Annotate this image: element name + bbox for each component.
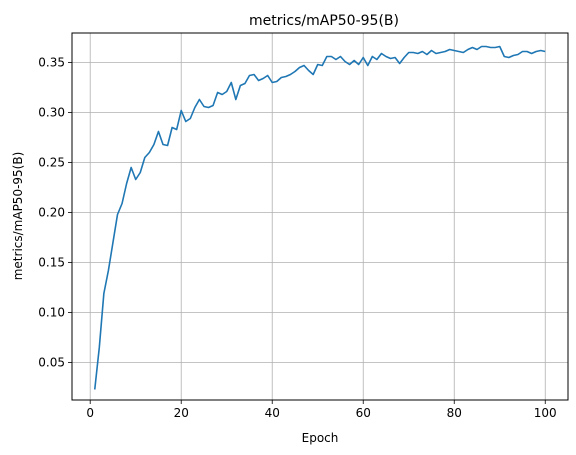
y-axis-label: metrics/mAP50-95(B) xyxy=(11,152,25,281)
x-tick-label: 40 xyxy=(265,406,280,420)
series-line-0 xyxy=(93,45,546,390)
x-tick-label: 60 xyxy=(356,406,371,420)
axis-ticks: 0 20 40 60 80 100 0.05 0.10 0.15 0.20 0.25 0.30 0.35 xyxy=(38,56,556,421)
y-tick-label: 0.10 xyxy=(38,306,65,320)
gridlines xyxy=(72,33,568,400)
data-series xyxy=(93,45,546,390)
x-tick-label: 20 xyxy=(174,406,189,420)
y-tick-label: 0.05 xyxy=(38,356,65,370)
y-tick-label: 0.20 xyxy=(38,206,65,220)
y-tick-label: 0.15 xyxy=(38,256,65,270)
plot-frame xyxy=(71,32,569,401)
x-tick-label: 0 xyxy=(86,406,94,420)
x-tick-label: 80 xyxy=(447,406,462,420)
chart-title: metrics/mAP50-95(B) xyxy=(249,13,399,29)
y-tick-label: 0.25 xyxy=(38,156,65,170)
y-tick-label: 0.30 xyxy=(38,106,65,120)
x-axis-label: Epoch xyxy=(302,431,339,445)
y-tick-label: 0.35 xyxy=(38,56,65,70)
x-tick-label: 100 xyxy=(534,406,557,420)
